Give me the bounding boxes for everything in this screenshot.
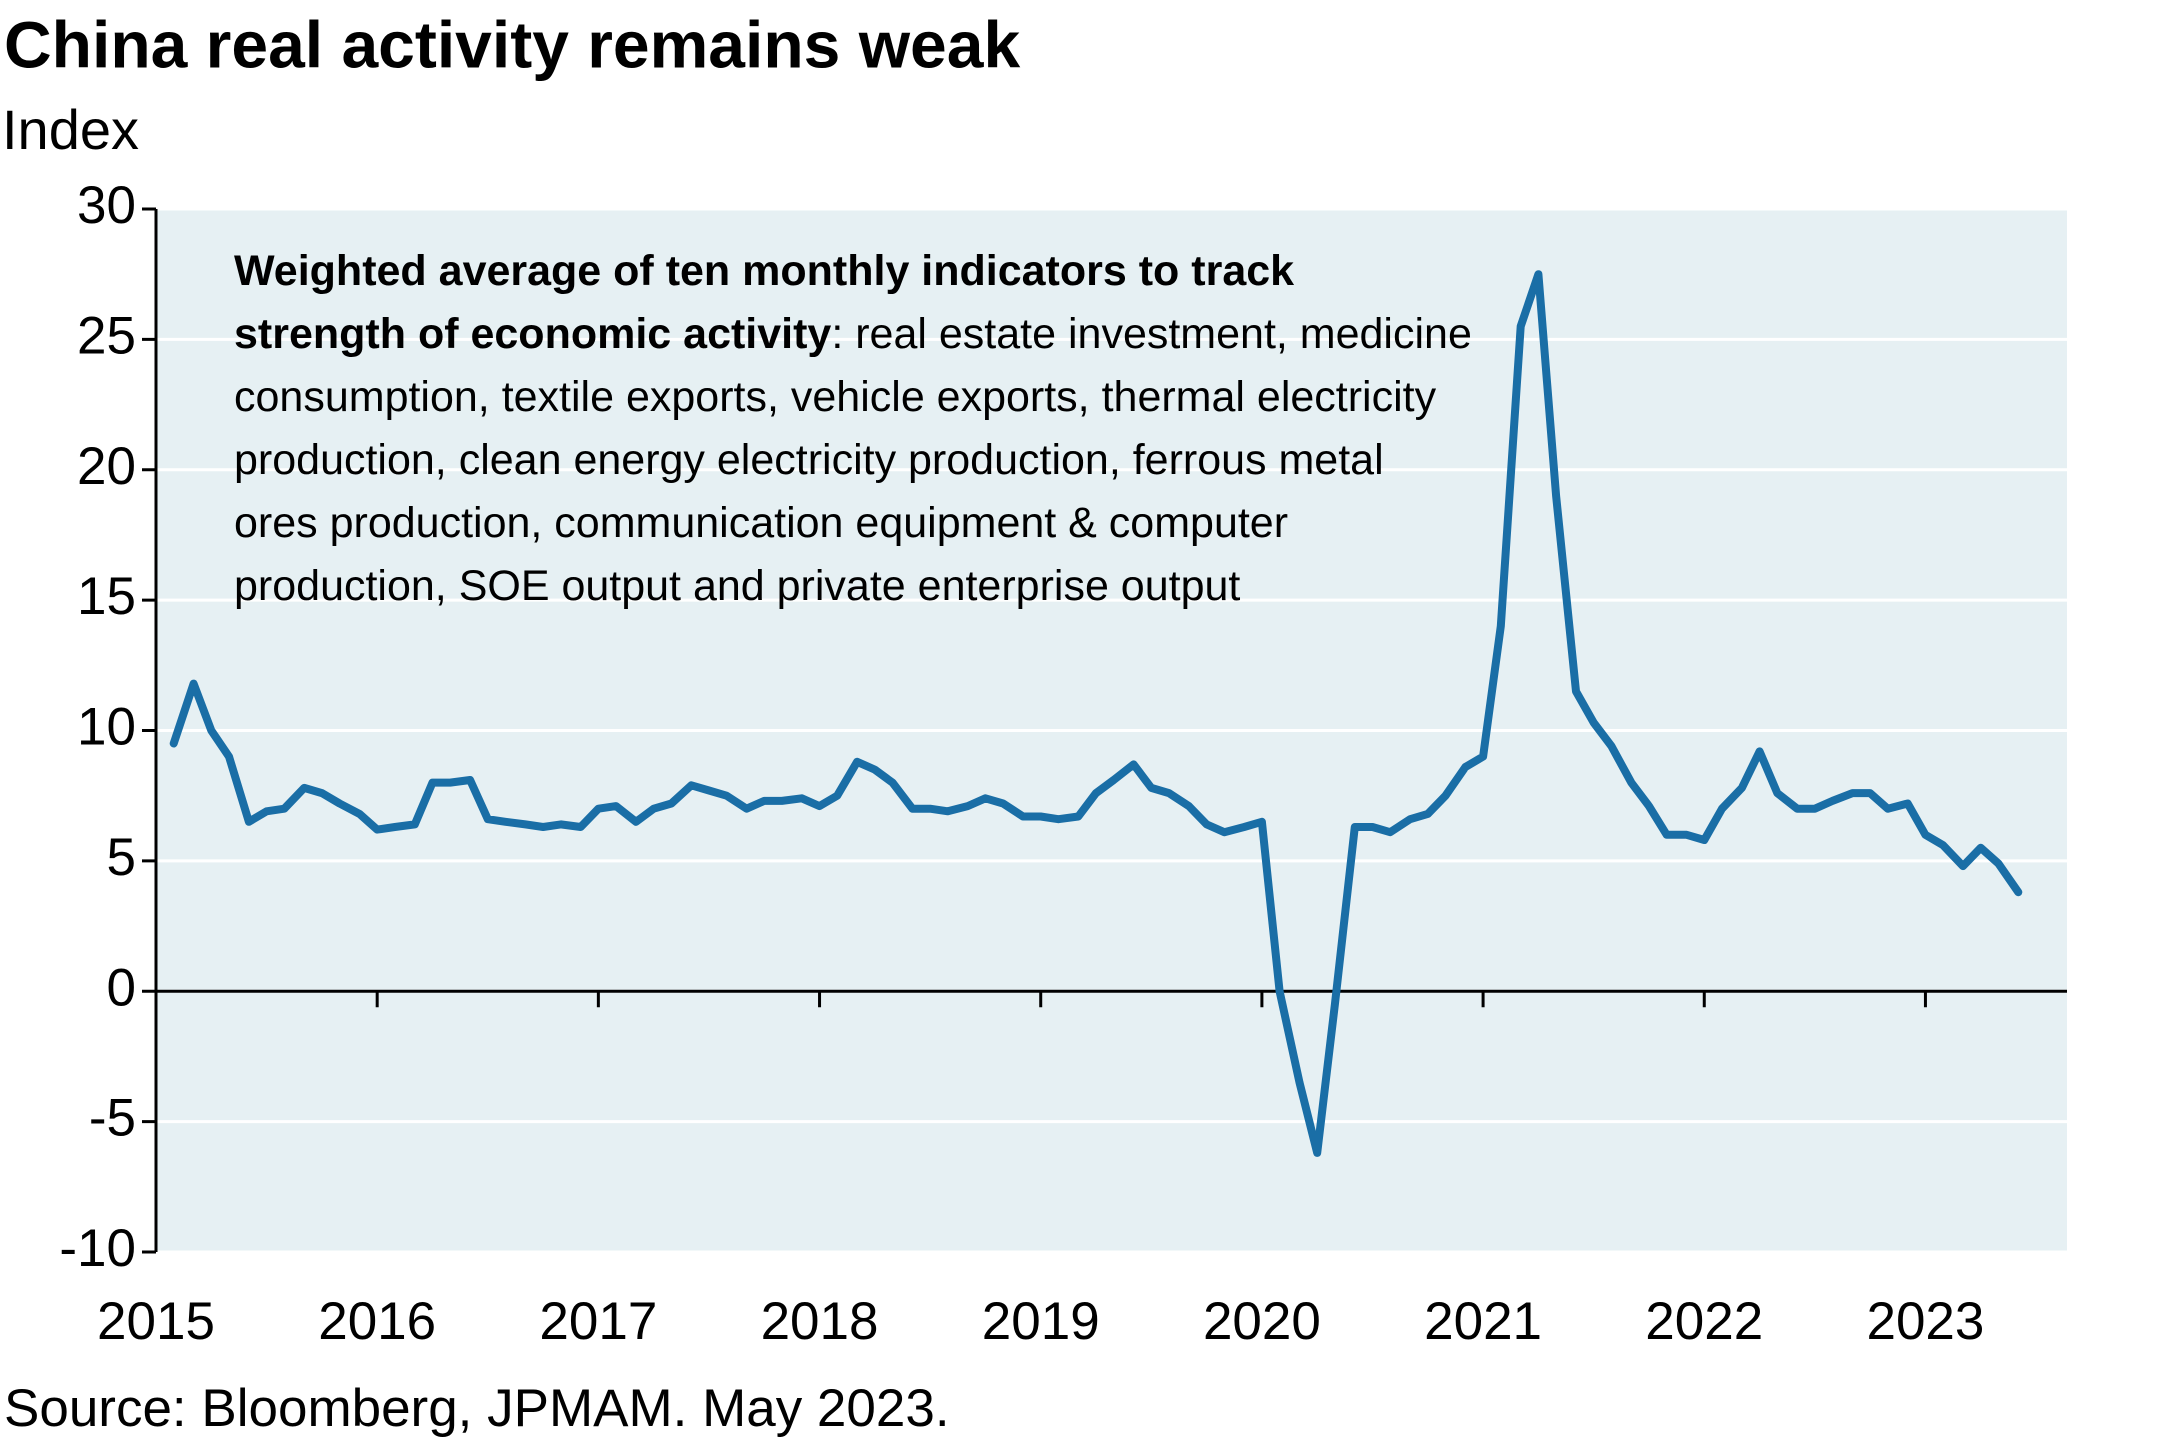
y-tick-label: 25 bbox=[77, 306, 136, 365]
y-tick-label: -5 bbox=[89, 1089, 136, 1148]
y-tick-label: 5 bbox=[107, 828, 136, 887]
y-tick-label: 10 bbox=[77, 698, 136, 757]
source: Source: Bloomberg, JPMAM. May 2023. bbox=[4, 1379, 950, 1438]
y-tick-label: 0 bbox=[107, 958, 136, 1017]
chart-title: China real activity remains weak bbox=[4, 7, 1020, 81]
x-tick-label: 2022 bbox=[1645, 1292, 1763, 1351]
x-tick-label: 2016 bbox=[318, 1292, 436, 1351]
data-line bbox=[169, 270, 2023, 1157]
y-tick-label: 15 bbox=[77, 567, 136, 626]
x-tick-label: 2021 bbox=[1424, 1292, 1542, 1351]
annotation-bold: Weighted average of ten monthly indicato… bbox=[234, 247, 1295, 358]
subtitle: Index bbox=[2, 98, 139, 161]
y-tick-label: 30 bbox=[77, 176, 136, 235]
annotation-text: : real estate investment, medicine consu… bbox=[234, 310, 1472, 610]
x-tick-label: 2015 bbox=[97, 1292, 215, 1351]
x-tick-label: 2019 bbox=[982, 1292, 1100, 1351]
x-tick-label: 2020 bbox=[1203, 1292, 1321, 1351]
x-tick-label: 2017 bbox=[539, 1292, 657, 1351]
x-tick-label: 2023 bbox=[1866, 1292, 1984, 1351]
y-tick-label: 20 bbox=[77, 437, 136, 496]
annotation: Weighted average of ten monthly indicato… bbox=[234, 240, 1474, 618]
x-tick-label: 2018 bbox=[761, 1292, 879, 1351]
y-tick-label: -10 bbox=[59, 1219, 136, 1278]
